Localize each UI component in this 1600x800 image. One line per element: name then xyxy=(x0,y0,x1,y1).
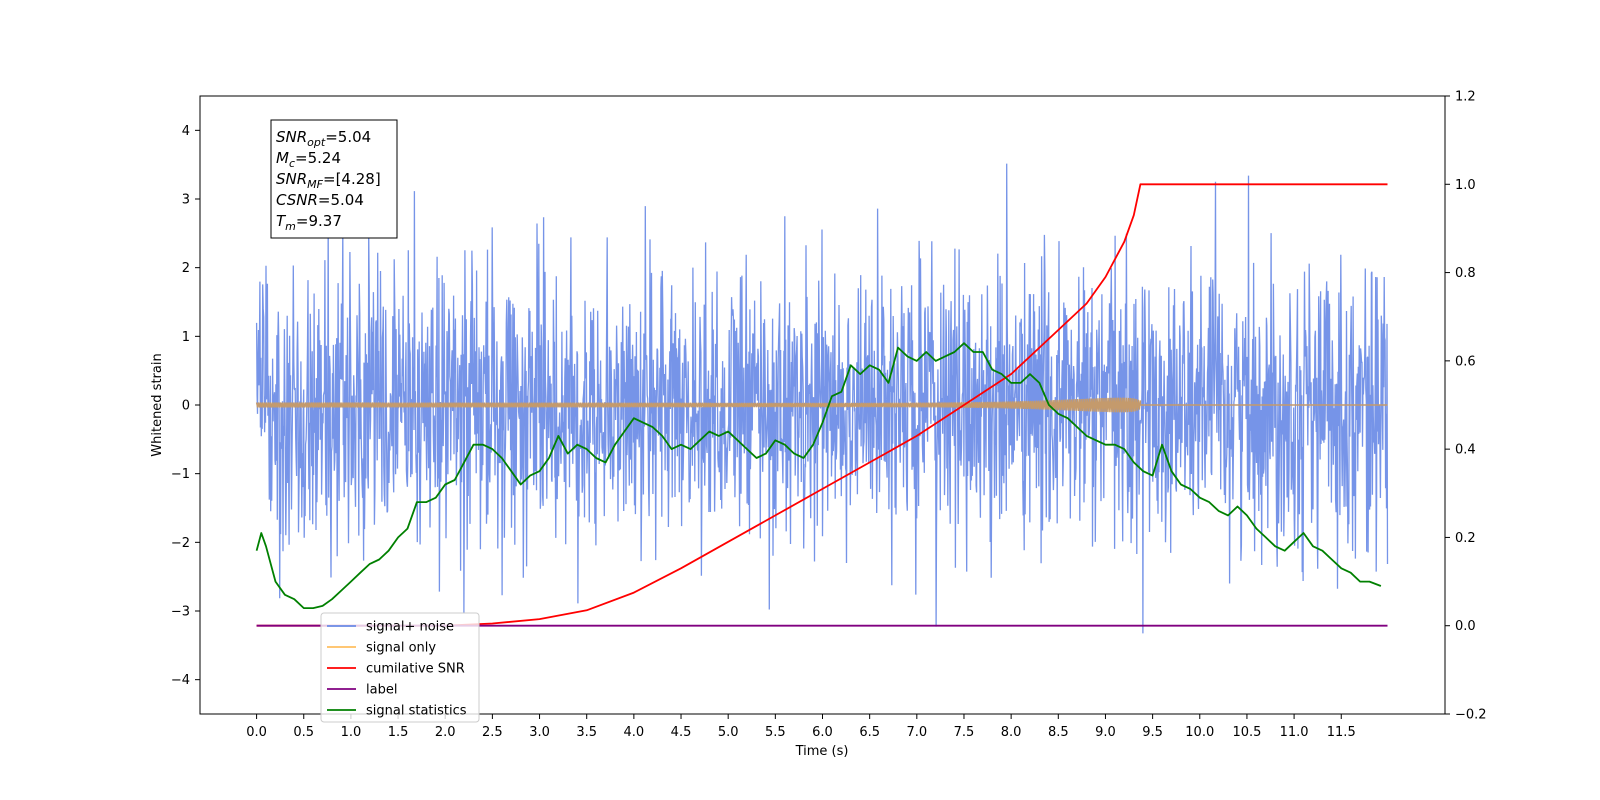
info-line: Mc=5.24 xyxy=(276,149,341,170)
x-tick-label: 11.0 xyxy=(1280,725,1309,740)
x-tick-label: 4.5 xyxy=(671,725,692,740)
info-line: SNRopt=5.04 xyxy=(276,128,371,149)
y2-tick-label: 0.0 xyxy=(1455,619,1476,634)
y-tick-label: 2 xyxy=(182,261,190,276)
x-tick-label: 2.5 xyxy=(482,725,503,740)
info-line: CSNR=5.04 xyxy=(276,191,364,209)
y2-tick-label: −0.2 xyxy=(1455,708,1487,723)
y-tick-label: −1 xyxy=(171,467,190,482)
x-tick-label: 9.5 xyxy=(1142,725,1163,740)
legend-label: label xyxy=(366,683,397,698)
x-axis-label: Time (s) xyxy=(795,744,849,759)
legend-label: signal only xyxy=(366,641,436,656)
x-tick-label: 10.5 xyxy=(1232,725,1261,740)
x-tick-label: 3.5 xyxy=(576,725,597,740)
series-signal-only xyxy=(255,397,1388,413)
x-tick-label: 0.0 xyxy=(246,725,267,740)
info-box-frame xyxy=(270,119,398,239)
x-tick-label: 8.5 xyxy=(1048,725,1069,740)
y2-tick-label: 0.8 xyxy=(1455,266,1476,281)
y2-tick-label: 1.0 xyxy=(1455,178,1476,193)
legend: signal+ noise signal only cumilative SNR la… xyxy=(320,612,480,723)
y2-tick-label: 0.4 xyxy=(1455,443,1476,458)
y-axis-left: −4 −3 −2 −1 0 1 2 3 4 xyxy=(171,124,200,688)
y-tick-label: 0 xyxy=(182,399,190,414)
series-cumulative-snr xyxy=(256,183,1388,627)
legend-label: cumilative SNR xyxy=(366,662,465,677)
y2-tick-label: 1.2 xyxy=(1455,90,1476,105)
legend-frame xyxy=(320,612,480,723)
y-tick-label: −2 xyxy=(171,536,190,551)
y-tick-label: 4 xyxy=(182,124,190,139)
x-tick-label: 7.0 xyxy=(906,725,927,740)
x-tick-label: 0.5 xyxy=(293,725,314,740)
x-tick-label: 6.0 xyxy=(812,725,833,740)
series-signal-statistics xyxy=(255,342,1382,609)
x-tick-label: 5.5 xyxy=(765,725,786,740)
x-tick-label: 11.5 xyxy=(1327,725,1356,740)
y-tick-label: 3 xyxy=(182,193,190,208)
y-tick-label: 1 xyxy=(182,330,190,345)
x-tick-label: 1.5 xyxy=(388,725,409,740)
x-tick-label: 8.0 xyxy=(1001,725,1022,740)
x-tick-label: 6.5 xyxy=(859,725,880,740)
x-tick-label: 5.0 xyxy=(718,725,739,740)
info-line: Tm=9.37 xyxy=(276,212,342,233)
x-tick-label: 1.0 xyxy=(341,725,362,740)
y-tick-label: −4 xyxy=(171,673,190,688)
x-tick-label: 10.0 xyxy=(1185,725,1214,740)
series-signal-noise xyxy=(255,163,1389,634)
legend-label: signal+ noise xyxy=(366,620,454,635)
legend-label: signal statistics xyxy=(366,704,467,719)
x-tick-label: 3.0 xyxy=(529,725,550,740)
x-axis: 0.0 0.5 1.0 1.5 2.0 2.5 3.0 3.5 4.0 4.5 5.0 5.5 6.0 6… xyxy=(246,714,1356,740)
y2-tick-label: 0.6 xyxy=(1455,354,1476,369)
info-line: SNRMF=[4.28] xyxy=(276,170,381,191)
x-tick-label: 2.0 xyxy=(435,725,456,740)
y2-tick-label: 0.2 xyxy=(1455,531,1476,546)
y-axis-label: Whitened strain xyxy=(150,353,165,456)
y-tick-label: −3 xyxy=(171,605,190,620)
x-tick-label: 9.0 xyxy=(1095,725,1116,740)
y-axis-right: −0.2 0.0 0.2 0.4 0.6 0.8 1.0 1.2 xyxy=(1445,90,1487,723)
x-tick-label: 4.0 xyxy=(624,725,645,740)
x-tick-label: 7.5 xyxy=(954,725,975,740)
